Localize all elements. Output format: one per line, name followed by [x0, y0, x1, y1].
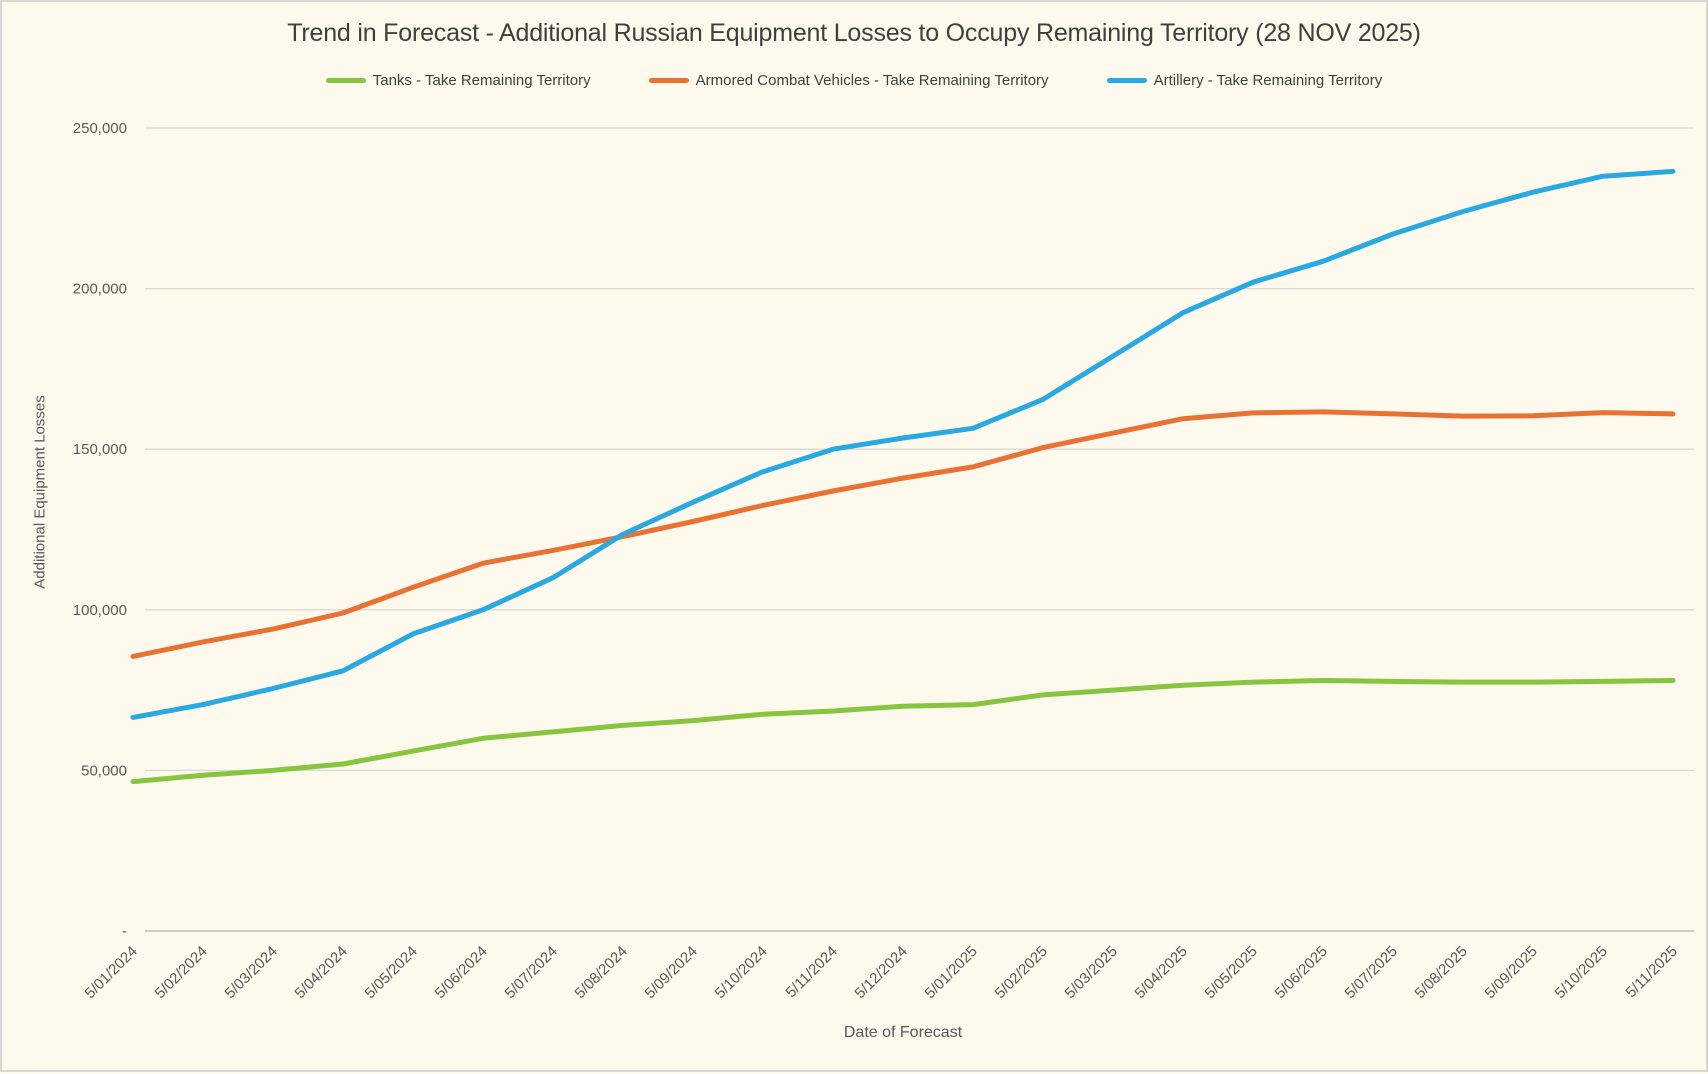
- chart-title: Trend in Forecast - Additional Russian E…: [287, 19, 1421, 47]
- y-tick-label: 150,000: [73, 441, 127, 458]
- x-tick-label: 5/07/2025: [1342, 943, 1401, 1002]
- y-tick-label: -: [122, 923, 127, 940]
- x-tick-label: 5/01/2024: [82, 943, 141, 1002]
- legend-item-acv: Armored Combat Vehicles - Take Remaining…: [648, 72, 1049, 89]
- x-tick-label: 5/03/2024: [222, 943, 281, 1002]
- y-tick-label: 100,000: [73, 602, 127, 619]
- x-axis-title: Date of Forecast: [843, 1024, 963, 1041]
- series-line-tanks: [130, 678, 1676, 785]
- legend-line-icon-acv: [648, 78, 689, 83]
- x-tick-label: 5/11/2024: [782, 943, 840, 1001]
- x-tick-label: 5/11/2025: [1622, 943, 1680, 1001]
- x-tick-label: 5/04/2025: [1132, 943, 1191, 1002]
- y-tick-label: 250,000: [73, 120, 127, 137]
- x-tick-label: 5/12/2024: [852, 943, 911, 1002]
- x-tick-label: 5/09/2025: [1482, 943, 1541, 1002]
- y-tick-label: 200,000: [73, 281, 127, 298]
- x-tick-label: 5/07/2024: [502, 943, 561, 1002]
- x-tick-label: 5/08/2024: [572, 943, 631, 1002]
- series-line-artillery: [130, 168, 1676, 720]
- x-tick-label: 5/02/2024: [152, 943, 211, 1002]
- x-tick-label: 5/08/2025: [1412, 943, 1471, 1002]
- x-tick-label: 5/05/2024: [362, 943, 421, 1002]
- x-tick-label: 5/09/2024: [642, 943, 701, 1002]
- legend-line-icon-tanks: [325, 78, 366, 83]
- legend-item-tanks: Tanks - Take Remaining Territory: [325, 72, 591, 89]
- y-tick-label: 50,000: [81, 762, 127, 779]
- x-tick-label: 5/06/2024: [432, 943, 491, 1002]
- x-tick-label: 5/03/2025: [1062, 943, 1121, 1002]
- legend: Tanks - Take Remaining Territory Armored…: [2, 72, 1706, 89]
- legend-label-artillery: Artillery - Take Remaining Territory: [1153, 72, 1383, 89]
- x-tick-label: 5/06/2025: [1272, 943, 1331, 1002]
- x-tick-label: 5/10/2025: [1552, 943, 1611, 1002]
- x-tick-label: 5/01/2025: [922, 943, 981, 1002]
- legend-item-artillery: Artillery - Take Remaining Territory: [1106, 72, 1383, 89]
- x-tick-label: 5/05/2025: [1202, 943, 1261, 1002]
- y-axis-title: Additional Equipment Losses: [31, 395, 49, 589]
- legend-label-tanks: Tanks - Take Remaining Territory: [372, 72, 591, 89]
- legend-label-acv: Armored Combat Vehicles - Take Remaining…: [695, 72, 1049, 89]
- x-tick-label: 5/02/2025: [992, 943, 1051, 1002]
- x-tick-label: 5/10/2024: [712, 943, 771, 1002]
- series-line-acv: [130, 409, 1676, 659]
- legend-line-icon-artillery: [1106, 78, 1147, 83]
- x-tick-label: 5/04/2024: [292, 943, 351, 1002]
